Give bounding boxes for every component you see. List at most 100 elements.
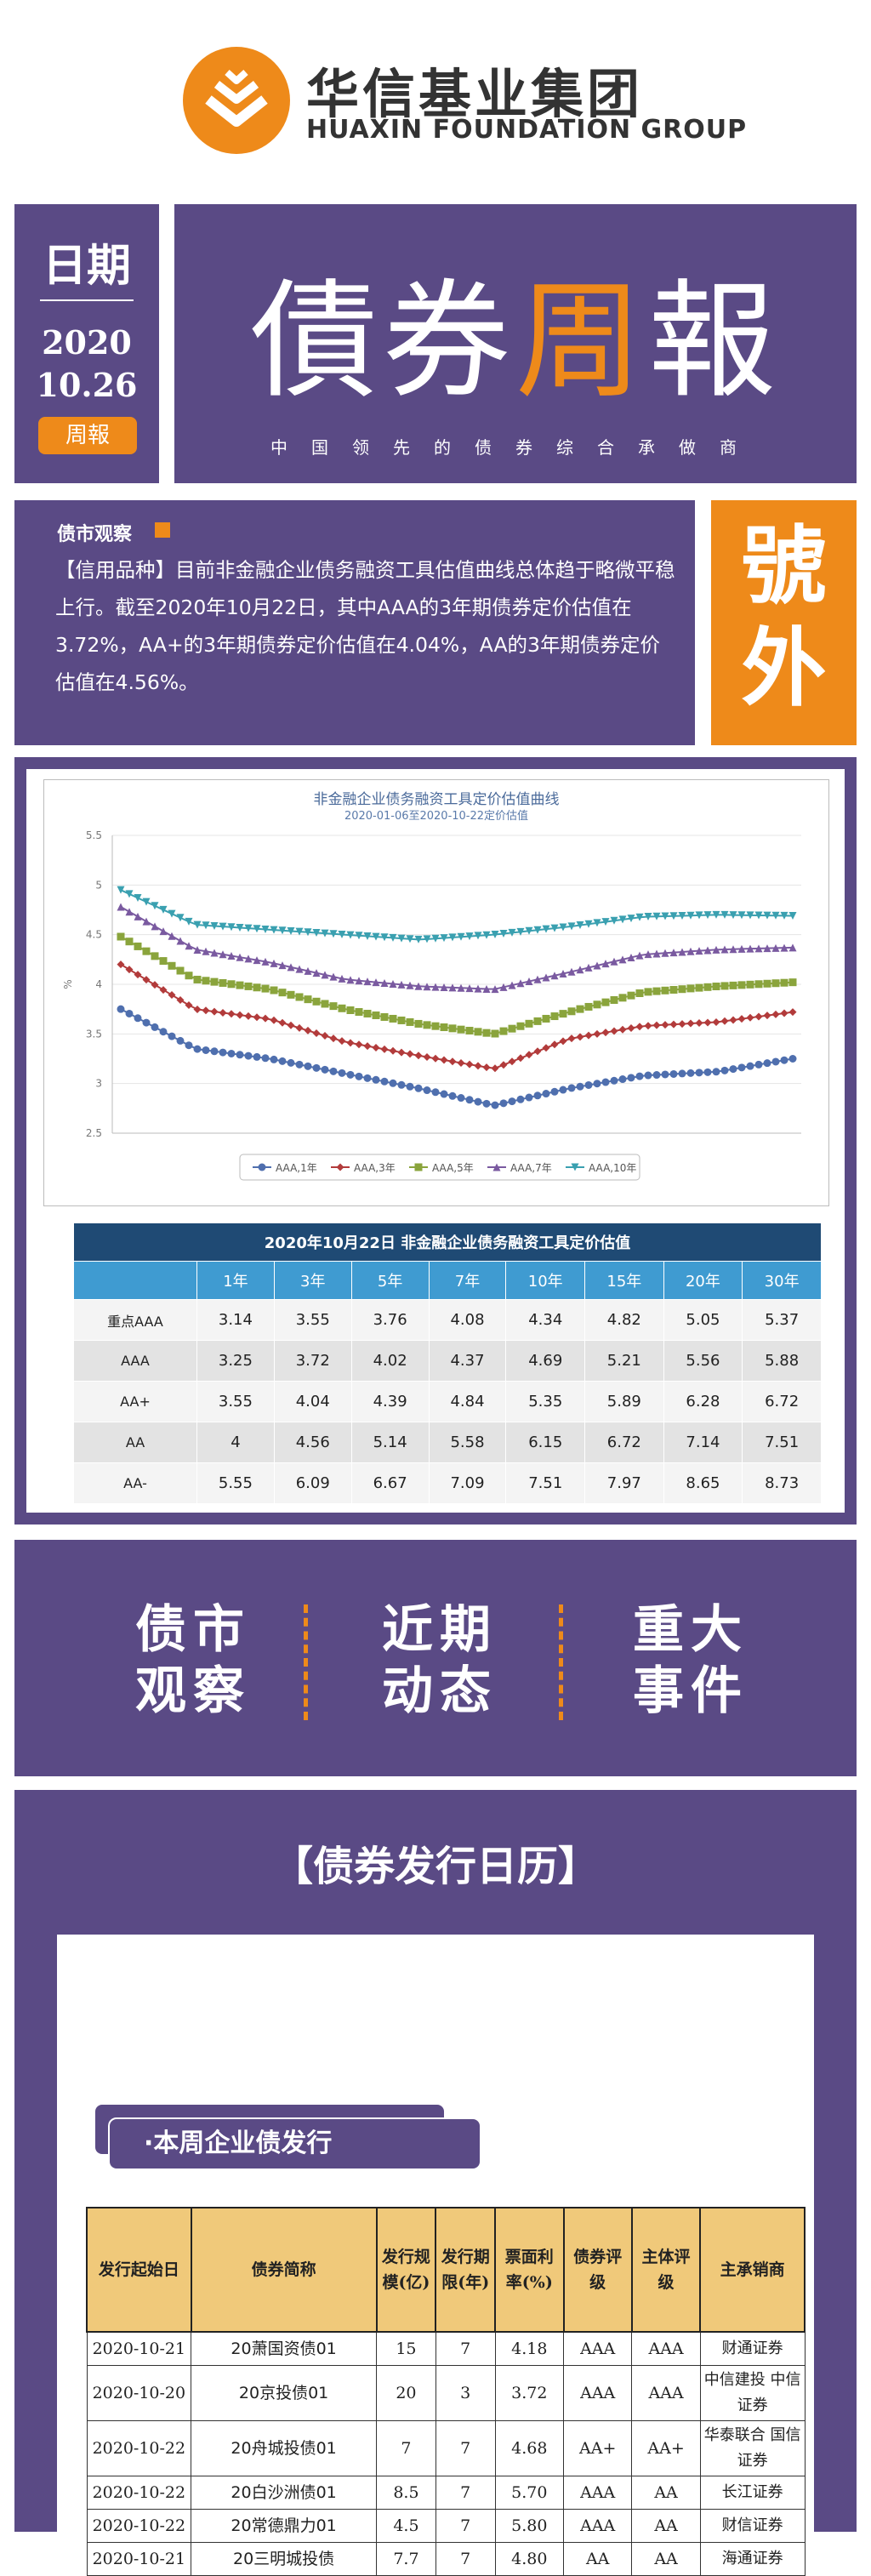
y-tick-label: 5	[95, 879, 102, 891]
data-point	[712, 910, 720, 919]
data-point	[516, 1054, 525, 1063]
data-point	[729, 945, 737, 954]
table-cell: 3.14	[196, 1299, 275, 1341]
data-point	[601, 960, 610, 968]
data-point	[125, 908, 134, 916]
date-label: 日期	[42, 240, 131, 292]
data-point	[440, 983, 448, 991]
data-point	[431, 934, 440, 943]
data-point	[423, 1021, 431, 1029]
data-point	[244, 1051, 253, 1060]
data-point	[678, 911, 686, 920]
data-point	[567, 1084, 576, 1092]
data-point	[363, 1042, 372, 1051]
data-point	[236, 953, 244, 961]
table-cell: 8.5	[376, 2476, 436, 2510]
data-point	[346, 976, 355, 984]
data-point	[593, 1029, 601, 1038]
data-point	[312, 969, 321, 977]
table-header-cell: 债券评级	[562, 2207, 633, 2333]
data-point	[499, 983, 508, 991]
data-point	[253, 956, 261, 965]
data-point	[661, 949, 669, 957]
data-point	[270, 1016, 278, 1024]
data-point	[227, 951, 236, 960]
nav-major-events[interactable]: 重大 事件	[618, 1599, 763, 1722]
table-cell: 长江证券	[699, 2476, 806, 2510]
rating-label: AA-	[73, 1462, 197, 1504]
data-point	[474, 984, 482, 993]
data-point	[431, 1022, 440, 1030]
data-point	[295, 1060, 304, 1069]
data-point	[780, 911, 788, 920]
table-cell: 3.55	[196, 1381, 275, 1422]
data-point	[414, 1051, 423, 1060]
table-cell: 3	[435, 2365, 496, 2421]
data-point	[258, 1163, 266, 1171]
title-part1: 債券	[249, 268, 515, 416]
data-point	[406, 1017, 414, 1026]
table-cell: 4.37	[428, 1340, 507, 1382]
section-nav-banner: 债市 观察 近期 动态 重大 事件	[14, 1540, 857, 1776]
data-point	[737, 1063, 746, 1072]
legend-label: AAA,10年	[589, 1162, 636, 1174]
nav-recent-news[interactable]: 近期 动态	[367, 1599, 512, 1722]
data-point	[771, 1010, 780, 1018]
data-point	[627, 1074, 635, 1082]
data-point	[525, 1019, 533, 1028]
data-point	[270, 926, 278, 934]
data-point	[763, 944, 771, 953]
table-cell: AA	[631, 2476, 701, 2510]
table-row: AA- 5.55 6.09 6.67 7.09 7.51 7.97 8.65 8.73	[73, 1462, 822, 1504]
data-point	[159, 927, 168, 936]
data-point	[737, 944, 746, 953]
data-point	[270, 1055, 278, 1063]
data-point	[363, 932, 372, 940]
data-point	[559, 923, 567, 932]
data-point	[729, 1065, 737, 1074]
data-point	[542, 973, 550, 982]
data-point	[508, 928, 516, 937]
table-cell: 15	[376, 2331, 436, 2366]
data-point	[465, 1026, 474, 1034]
data-point	[448, 983, 457, 992]
extra-badge: 號 外	[711, 500, 857, 745]
chart-subtitle: 2020-01-06至2020-10-22定价估值	[344, 809, 528, 823]
data-point	[618, 955, 627, 964]
data-point	[151, 922, 159, 931]
data-point	[244, 924, 253, 932]
table-cell: 2020-10-20	[86, 2365, 192, 2421]
rating-label: 重点AAA	[73, 1299, 197, 1341]
data-point	[219, 1048, 227, 1057]
table-cell: 7.14	[663, 1422, 743, 1463]
data-point	[338, 1004, 346, 1012]
data-point	[193, 975, 202, 983]
data-point	[482, 1099, 491, 1108]
table-cell: 4.80	[494, 2542, 565, 2576]
legend-label: AAA,7年	[510, 1162, 552, 1174]
divider	[40, 299, 134, 301]
table-cell: AAA	[562, 2509, 633, 2543]
chart-frame: 非金融企业债务融资工具定价估值曲线 2020-01-06至2020-10-22定价…	[43, 779, 829, 1206]
nav-bond-market[interactable]: 债市 观察	[121, 1599, 265, 1722]
tab-enterprise-bonds[interactable]: ·本周企业债发行	[108, 2117, 481, 2170]
data-point	[474, 1097, 482, 1106]
data-point	[355, 1072, 363, 1080]
data-point	[457, 1094, 465, 1103]
data-point	[380, 1012, 389, 1021]
table-cell: 4.08	[428, 1299, 507, 1341]
table-cell: 华泰联合 国信证券	[699, 2420, 806, 2476]
date-year: 2020	[42, 323, 132, 362]
data-point	[780, 1009, 788, 1017]
data-point	[482, 931, 491, 939]
table-cell: 海通证券	[699, 2542, 806, 2576]
data-point	[380, 1045, 389, 1053]
table-cell: 4.39	[350, 1381, 430, 1422]
data-point	[678, 1020, 686, 1029]
table-row: 重点AAA 3.14 3.55 3.76 4.08 4.34 4.82 5.05 5.37	[73, 1299, 822, 1341]
data-point	[159, 905, 168, 914]
data-point	[397, 1016, 406, 1024]
calendar-section: 【债券发行日历】 ·本周企业债发行 发行起始日 债券简称 发行规模(亿) 发行期限(年…	[14, 1790, 857, 2576]
y-axis-label: %	[62, 979, 74, 989]
table-cell: 20常德鼎力01	[191, 2509, 378, 2543]
